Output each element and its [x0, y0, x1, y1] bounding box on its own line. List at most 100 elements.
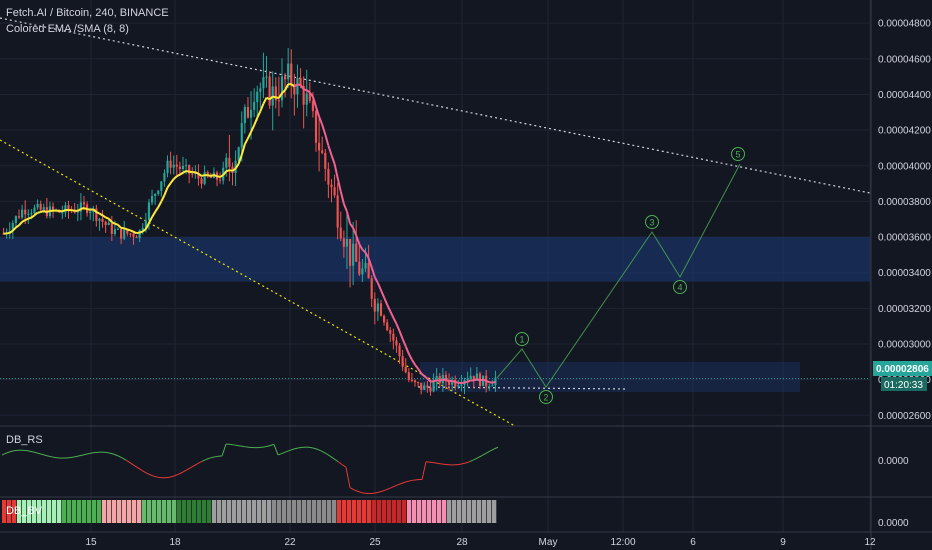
ema-segment [398, 330, 404, 340]
osc-segment [221, 443, 227, 457]
osc-segment [357, 491, 363, 494]
bv-cell [27, 500, 32, 523]
bv-cell [267, 500, 272, 523]
ema-segment [176, 173, 181, 178]
candle-body [447, 381, 451, 385]
candle-body [36, 203, 39, 208]
osc-segment [1, 452, 7, 456]
ema-segment [216, 175, 221, 179]
ema-segment [213, 174, 218, 178]
ema-segment [9, 229, 14, 234]
bv-cell [232, 500, 237, 523]
candle-body [336, 195, 339, 228]
ema-segment [423, 375, 429, 380]
candle-body [42, 207, 45, 210]
osc-segment [209, 456, 215, 459]
time-tick-label: 22 [284, 537, 296, 548]
candle-body [79, 202, 82, 212]
osc-segment [297, 446, 303, 449]
bv-cell [42, 500, 47, 523]
bv-cell [137, 500, 142, 523]
candle-body [259, 88, 262, 92]
ema-segment [345, 211, 352, 224]
ema-segment [201, 174, 205, 177]
ema-segment [414, 364, 419, 370]
ema-segment [179, 171, 184, 176]
ema-segment [482, 378, 487, 382]
osc-segment [233, 444, 239, 447]
osc-segment [345, 467, 351, 488]
bv-cell [132, 500, 137, 523]
bv-cell [167, 500, 172, 523]
osc-segment [421, 461, 427, 480]
ema-segment [392, 317, 398, 325]
bv-cell [72, 500, 77, 523]
bv-legend[interactable]: DB_BV [6, 505, 43, 517]
candle-body [157, 190, 160, 194]
time-tick-label: 9 [780, 537, 786, 548]
yellow-trendline [0, 139, 516, 427]
osc-segment [433, 462, 439, 464]
candle-body [355, 243, 358, 262]
bv-cell [7, 500, 12, 523]
candle-body [426, 385, 429, 388]
bv-cell [202, 500, 207, 523]
ema-segment [157, 201, 163, 208]
symbol-legend[interactable]: Fetch.AI / Bitcoin, 240, BINANCE [6, 7, 169, 19]
osc-segment [197, 460, 203, 464]
bv-cell [442, 500, 447, 523]
ema-segment [315, 106, 321, 117]
candle-body [308, 93, 311, 101]
candle-body [123, 229, 126, 239]
candle-body [181, 165, 185, 169]
bv-cell [97, 500, 102, 523]
osc-segment [41, 453, 47, 457]
ema-segment [383, 297, 389, 306]
bv-cell [242, 500, 247, 523]
ema-segment [380, 289, 385, 298]
candle-body [370, 278, 373, 299]
bv-cell [227, 500, 232, 523]
time-tick-label: 6 [690, 537, 696, 548]
candle-body [296, 78, 299, 95]
osc-segment [465, 460, 471, 464]
ema-segment [33, 211, 39, 217]
ema-segment [234, 163, 240, 170]
candle-body [407, 372, 410, 380]
candle-body [348, 238, 352, 266]
ema-segment [160, 194, 166, 202]
rs-legend[interactable]: DB_RS [6, 434, 43, 446]
time-axis: 15 18 22 25 28 May 12:00 6 9 12 [85, 537, 876, 548]
ema-segment [194, 171, 199, 175]
time-tick-label: 12 [864, 537, 876, 548]
bv-cell [262, 500, 267, 523]
ema-segment [321, 124, 327, 135]
bv-cell [332, 500, 337, 523]
candle-body [481, 375, 485, 387]
bv-cell [187, 500, 192, 523]
bv-cell [117, 500, 122, 523]
ema-segment [127, 228, 131, 232]
bv-cell [322, 500, 327, 523]
ema-segment [461, 381, 465, 385]
bv-cell [372, 500, 377, 523]
candle-body [318, 142, 321, 151]
osc-segment [5, 451, 11, 454]
ema-segment [105, 216, 110, 220]
osc-segment [53, 456, 59, 459]
ema-segment [401, 338, 407, 347]
bv-cell [62, 500, 67, 523]
bv-cell [397, 500, 402, 523]
bv-cell [127, 500, 132, 523]
bv-cell [477, 500, 482, 523]
candle-body [438, 375, 441, 384]
ema-segment [95, 211, 100, 215]
osc-segment [329, 455, 335, 460]
indicator-legend[interactable]: Colored EMA /SMA (8, 8) [6, 23, 129, 35]
candle-body [262, 77, 265, 89]
candle-body [469, 375, 472, 379]
bv-cell [197, 500, 202, 523]
ema-line [3, 83, 496, 385]
candle-body [135, 236, 138, 239]
